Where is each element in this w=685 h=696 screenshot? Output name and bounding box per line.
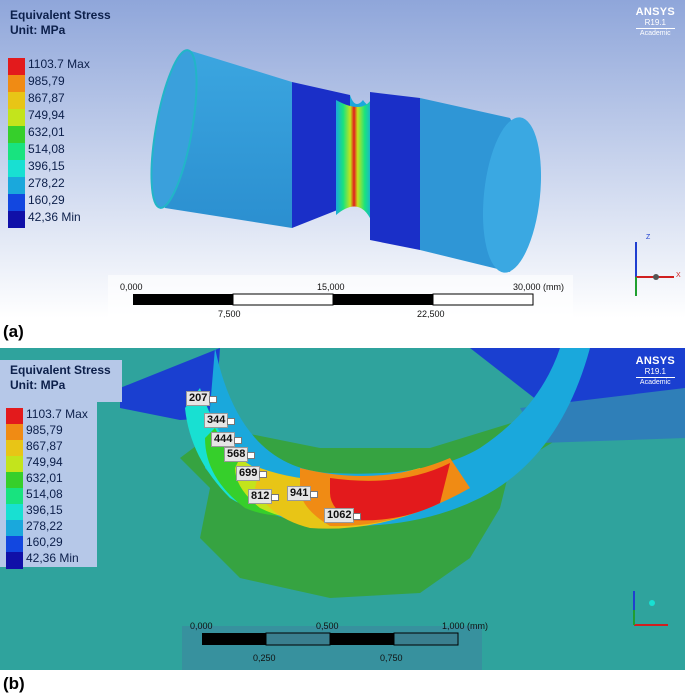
legend-swatch xyxy=(8,194,25,211)
legend-swatch xyxy=(6,536,23,553)
legend-label: 632,01 xyxy=(28,125,65,139)
legend-swatch xyxy=(6,504,23,521)
scale-label: 0,750 xyxy=(380,653,403,663)
legend-swatch xyxy=(8,126,25,143)
scale-label: 15,000 xyxy=(317,282,345,292)
legend-label: 1103.7 Max xyxy=(26,407,88,421)
legend-label: 749,94 xyxy=(26,455,63,469)
probe-label[interactable]: 812 xyxy=(248,489,280,504)
legend-swatch xyxy=(6,552,23,569)
legend-label: 749,94 xyxy=(28,108,65,122)
result-unit-b: Unit: MPa xyxy=(10,378,66,392)
legend-swatch xyxy=(8,92,25,109)
figure-caption-b: (b) xyxy=(3,674,25,693)
result-name-a: Equivalent Stress xyxy=(10,8,111,22)
scale-label: 0,250 xyxy=(253,653,276,663)
probe-label[interactable]: 207 xyxy=(186,391,218,406)
legend-swatch xyxy=(8,75,25,92)
legend-label: 160,29 xyxy=(26,535,63,549)
scale-label: 7,500 xyxy=(218,309,241,318)
axis-triad-a xyxy=(635,242,674,296)
legend-label: 42,36 Min xyxy=(26,551,79,565)
legend-label: 867,87 xyxy=(26,439,63,453)
ansys-version: R19.1 xyxy=(644,18,666,27)
legend-label: 42,36 Min xyxy=(28,210,81,224)
probe-label[interactable]: 699 xyxy=(236,466,268,481)
legend-swatch xyxy=(6,520,23,537)
legend-swatch xyxy=(6,424,23,441)
legend-swatch xyxy=(8,160,25,177)
probe-label[interactable]: 1062 xyxy=(324,508,363,523)
legend-swatch xyxy=(6,408,23,425)
scale-label: 30,000 (mm) xyxy=(513,282,565,292)
scale-label: 22,500 xyxy=(417,309,445,318)
legend-label: 160,29 xyxy=(28,193,65,207)
ansys-logo-b: ANSYS R19.1 Academic xyxy=(635,355,675,387)
legend-label: 1103.7 Max xyxy=(28,57,90,71)
legend-label: 514,08 xyxy=(26,487,63,501)
legend-swatch xyxy=(6,488,23,505)
legend-label: 514,08 xyxy=(28,142,65,156)
legend-label: 985,79 xyxy=(26,423,63,437)
scale-label: 0,000 xyxy=(120,282,143,292)
ansys-edition: Academic xyxy=(635,28,675,38)
result-title-a: Equivalent Stress Unit: MPa xyxy=(10,8,111,38)
probe-label[interactable]: 444 xyxy=(211,432,243,447)
ansys-version: R19.1 xyxy=(644,367,666,376)
axis-x-label: X xyxy=(676,272,681,279)
probe-label[interactable]: 941 xyxy=(287,486,319,501)
probe-label[interactable]: 568 xyxy=(224,447,256,462)
legend-label: 278,22 xyxy=(28,176,65,190)
legend-label: 867,87 xyxy=(28,91,65,105)
ansys-brand: ANSYS xyxy=(635,6,675,18)
figure-caption-a: (a) xyxy=(3,322,24,341)
panel-b: Equivalent Stress Unit: MPa 1103.7 Max 9… xyxy=(0,348,685,670)
legend-label: 985,79 xyxy=(28,74,65,88)
axis-z-label: Z xyxy=(646,234,651,241)
legend-swatch xyxy=(8,143,25,160)
probe-label[interactable]: 344 xyxy=(204,413,236,428)
legend-label: 278,22 xyxy=(26,519,63,533)
legend-swatch xyxy=(6,456,23,473)
legend-backdrop-b xyxy=(0,360,122,402)
ansys-brand: ANSYS xyxy=(635,355,675,367)
ansys-edition: Academic xyxy=(635,377,675,387)
legend-swatch xyxy=(8,58,25,75)
result-unit-a: Unit: MPa xyxy=(10,23,66,37)
ansys-logo-a: ANSYS R19.1 Academic xyxy=(635,6,675,38)
panel-a: Equivalent Stress Unit: MPa 1103.7 Max 9… xyxy=(0,0,685,318)
result-name-b: Equivalent Stress xyxy=(10,363,111,377)
viewport-a-background xyxy=(0,0,685,318)
legend-label: 396,15 xyxy=(26,503,63,517)
scale-label: 0,500 xyxy=(316,621,339,631)
legend-swatch xyxy=(6,472,23,489)
specimen-model xyxy=(150,49,542,273)
legend-swatch xyxy=(8,211,25,228)
legend-swatch xyxy=(8,177,25,194)
scale-label: 0,000 xyxy=(190,621,213,631)
legend-label: 632,01 xyxy=(26,471,63,485)
scale-bar-a xyxy=(133,293,534,306)
scale-label: 1,000 (mm) xyxy=(442,621,489,631)
axis-triad-b xyxy=(633,591,668,626)
scale-bar-b xyxy=(202,632,459,646)
legend-label: 396,15 xyxy=(28,159,65,173)
legend-swatch xyxy=(8,109,25,126)
result-title-b: Equivalent Stress Unit: MPa xyxy=(10,363,111,393)
legend-swatch xyxy=(6,440,23,457)
